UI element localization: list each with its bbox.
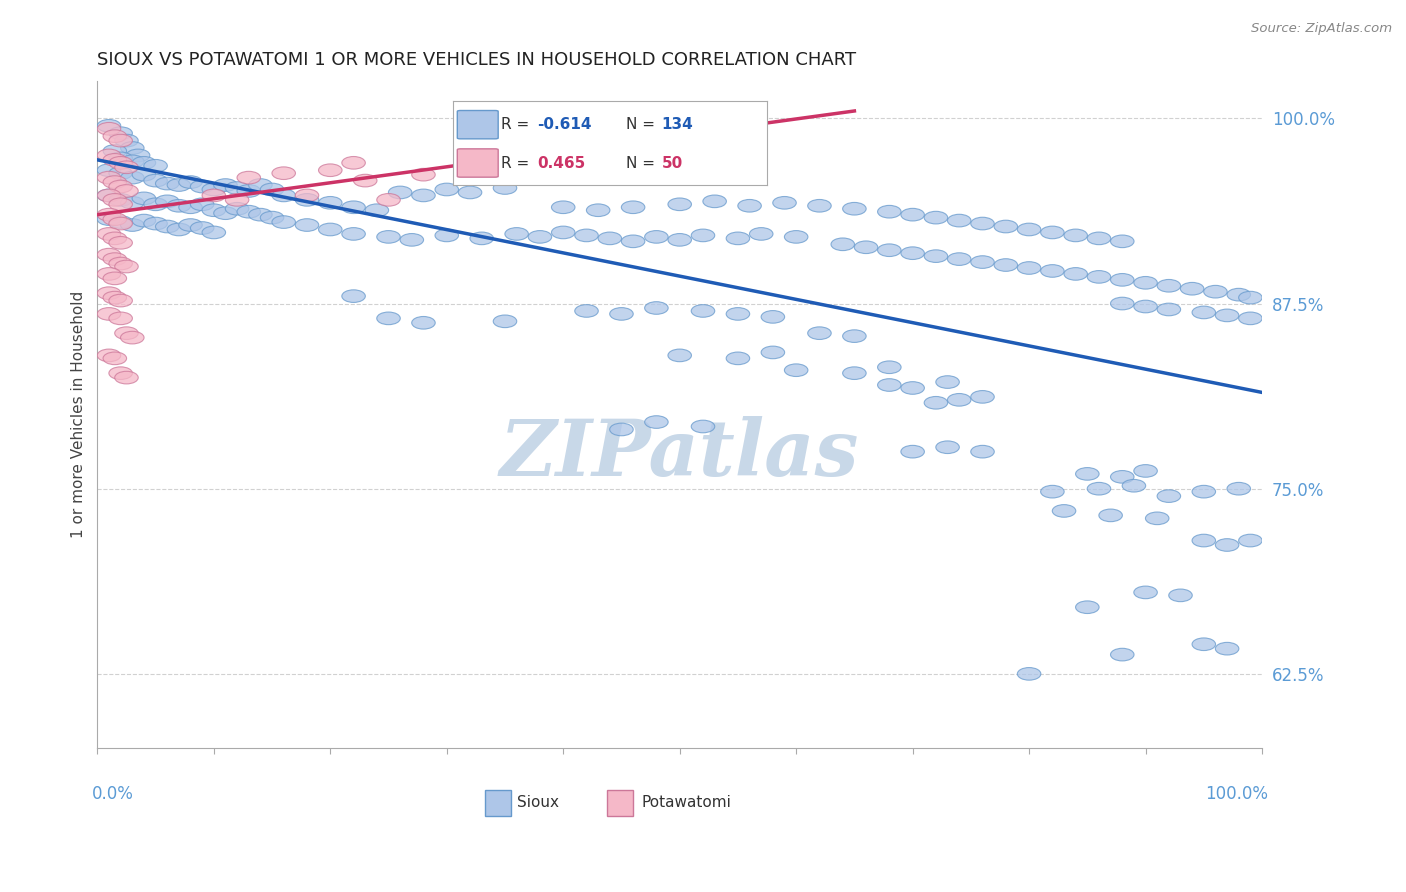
Text: 100.0%: 100.0% xyxy=(1205,785,1268,803)
Y-axis label: 1 or more Vehicles in Household: 1 or more Vehicles in Household xyxy=(72,291,86,538)
Text: 0.0%: 0.0% xyxy=(91,785,134,803)
Text: Source: ZipAtlas.com: Source: ZipAtlas.com xyxy=(1251,22,1392,36)
Text: ZIPatlas: ZIPatlas xyxy=(501,417,859,493)
Text: SIOUX VS POTAWATOMI 1 OR MORE VEHICLES IN HOUSEHOLD CORRELATION CHART: SIOUX VS POTAWATOMI 1 OR MORE VEHICLES I… xyxy=(97,51,856,69)
